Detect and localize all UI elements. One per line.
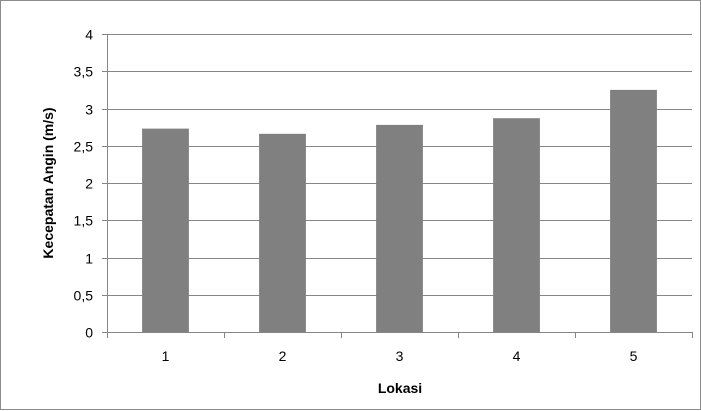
- x-tick-label: 2: [279, 348, 287, 364]
- y-axis-title: Kecepatan Angin (m/s): [40, 107, 56, 258]
- y-tick-label: 0: [85, 325, 93, 341]
- x-tick-label: 4: [513, 348, 521, 364]
- bar-lokasi-3: [376, 124, 423, 332]
- x-tick-label: 1: [162, 348, 170, 364]
- y-tick-label: 3,5: [74, 64, 94, 80]
- bar-lokasi-5: [610, 89, 657, 332]
- y-tick-labels: 0 0,5 1 1,5 2 2,5 3 3,5 4: [74, 27, 94, 341]
- x-axis-title: Lokasi: [378, 380, 422, 396]
- y-tick-label: 1: [85, 251, 93, 267]
- bar-lokasi-1: [142, 128, 189, 332]
- bar-lokasi-2: [259, 133, 306, 332]
- y-tick-label: 1,5: [74, 213, 94, 229]
- y-tick-label: 2,5: [74, 139, 94, 155]
- x-tick-label: 5: [630, 348, 638, 364]
- x-tick-labels: 1 2 3 4 5: [162, 348, 638, 364]
- y-tick-label: 4: [85, 27, 93, 43]
- y-tick-label: 2: [85, 176, 93, 192]
- y-tick-label: 0,5: [74, 288, 94, 304]
- x-tick-label: 3: [396, 348, 404, 364]
- axes: [102, 34, 693, 338]
- bars: [142, 89, 657, 332]
- y-tick-label: 3: [85, 102, 93, 118]
- bar-lokasi-4: [493, 118, 540, 332]
